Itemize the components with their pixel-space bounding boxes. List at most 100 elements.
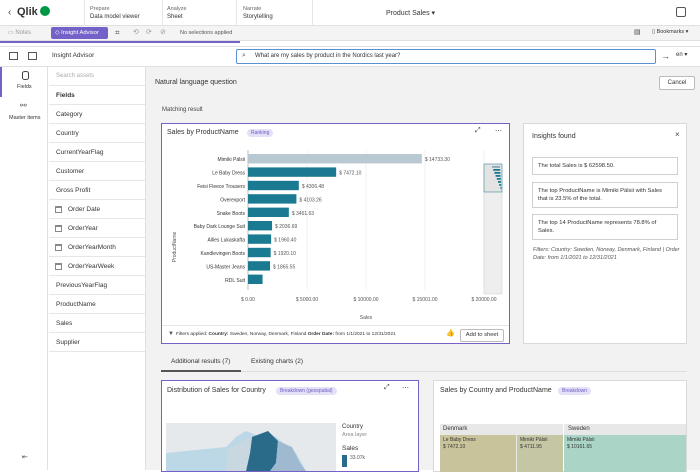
nav-narrate[interactable]: Narrate Storytelling [243, 6, 273, 20]
fields-header: Fields [49, 86, 145, 105]
data-label: $ 1920.10 [274, 251, 296, 257]
field-item-date[interactable]: Order Date [49, 200, 145, 219]
bookmarks-button[interactable]: ▯ Bookmarks ▾ [652, 29, 689, 35]
tab-existing-charts[interactable]: Existing charts (2) [251, 358, 304, 365]
calendar-icon [55, 206, 62, 213]
selections-status: No selections applied [180, 30, 233, 36]
master-items-tab[interactable]: ⚯ Master items [0, 98, 47, 128]
field-item-date[interactable]: OrderYearMonth [49, 238, 145, 257]
scrollbar-preview-bar [492, 166, 500, 168]
back-icon[interactable]: ‹ [8, 7, 12, 18]
field-item[interactable]: Country [49, 124, 145, 143]
category-label: Baby Dark Lounge Suit [194, 224, 246, 230]
chart-card[interactable]: Sales by ProductName Ranking ⤢ ⋯ Product… [161, 123, 510, 344]
collapse-icon[interactable]: ⇤ [22, 454, 28, 461]
map-view[interactable] [166, 423, 336, 471]
fields-panel: Search assets Fields Category Country Cu… [49, 67, 146, 470]
scrollbar-preview-bar [495, 175, 501, 177]
app-title[interactable]: Product Sales ▾ [386, 10, 436, 17]
scrollbar-preview-bar [493, 169, 501, 171]
field-item[interactable]: Category [49, 105, 145, 124]
treemap-group-label: Denmark [443, 426, 468, 432]
category-label: Overexport [220, 197, 245, 203]
map-shapes [166, 423, 336, 471]
legend-value: 33.07k [350, 455, 366, 461]
ia-title: Insight Advisor [52, 52, 95, 59]
field-item-date[interactable]: OrderYear [49, 219, 145, 238]
panel-toggle-icon[interactable] [9, 52, 18, 60]
ia-bar: Insight Advisor ⌕ What are my sales by p… [0, 47, 700, 67]
insight-item: The top 14 ProductName represents 78.8% … [532, 214, 678, 240]
search-icon: ⌕ [242, 52, 246, 59]
chart-title: Sales by ProductName [167, 129, 239, 136]
more-icon[interactable]: ⋯ [402, 385, 409, 392]
bar [248, 221, 273, 231]
chart-footer: ▼ Filters applied: Country: Sweden, Norw… [162, 325, 509, 344]
notes-button[interactable]: ▭ Notes [8, 30, 32, 36]
link-icon: ⚯ [20, 101, 27, 110]
insight-advisor-button[interactable]: ◇ Insight Advisor [51, 27, 108, 39]
treemap-cell[interactable]: Mimiki Pälsii $ 10161.65 [564, 435, 686, 472]
treemap-cell[interactable]: Le Baby Dress $ 7472.10 [440, 435, 516, 472]
nav-analyze[interactable]: Analyze Sheet [167, 6, 187, 20]
close-insights-icon[interactable]: × [675, 130, 680, 139]
field-item[interactable]: ProductName [49, 295, 145, 314]
panel-toggle-right-icon[interactable] [28, 52, 37, 60]
step-back-icon[interactable]: ⟲ [133, 29, 139, 36]
lasso-icon[interactable]: ⌗ [115, 28, 120, 37]
language-select[interactable]: en ▾ [676, 52, 688, 58]
tab-additional-results[interactable]: Additional results (7) [171, 358, 231, 365]
expand-icon[interactable]: ⤢ [384, 384, 390, 391]
calendar-icon [55, 263, 62, 270]
field-item[interactable]: Supplier [49, 333, 145, 352]
clear-selections-icon[interactable]: ⊘ [160, 29, 166, 36]
treemap-card[interactable]: Sales by Country and ProductName Breakdo… [433, 380, 687, 472]
insights-filters: Filters: Country: Sweden, Norway, Denmar… [533, 247, 680, 261]
print-icon[interactable]: ▤ [634, 29, 641, 36]
category-label: US-Master Jeans [206, 264, 245, 270]
category-label: Le Baby Dress [212, 171, 245, 177]
treemap-cell[interactable]: Mimiki Pälsii $ 4711.95 [517, 435, 563, 472]
query-input[interactable]: ⌕ What are my sales by product in the No… [236, 49, 670, 64]
expand-icon[interactable]: ⤢ [475, 127, 481, 134]
nav-prepare[interactable]: Prepare Data model viewer [90, 6, 140, 20]
matching-result-label: Matching result [162, 107, 203, 113]
more-icon[interactable]: ⋯ [495, 128, 502, 135]
chart-scrollbar-thumb[interactable] [483, 163, 503, 193]
filter-icon: ▼ [168, 331, 174, 337]
geo-card[interactable]: Distribution of Sales for Country Breakd… [161, 380, 419, 472]
scrollbar-preview-bar [498, 181, 501, 183]
tab-active-indicator [161, 370, 241, 372]
bar [248, 154, 422, 164]
submit-arrow-icon[interactable]: → [661, 51, 670, 61]
geo-card-title: Distribution of Sales for Country [167, 387, 266, 394]
cancel-button[interactable]: Cancel [659, 76, 695, 90]
qlik-logo[interactable]: Qlik [17, 6, 38, 18]
x-tick-label: $ 5000.00 [296, 297, 318, 303]
treemap-card-badge: Breakdown [558, 387, 592, 395]
treemap[interactable]: Denmark Le Baby Dress $ 7472.10 Mimiki Pä… [440, 424, 686, 472]
fields-tab[interactable]: Fields [0, 67, 47, 97]
results-tabs: Additional results (7) Existing charts (… [161, 352, 687, 372]
add-to-sheet-button[interactable]: Add to sheet [460, 329, 504, 342]
insight-item: The total Sales is $ 62598.50. [532, 157, 678, 175]
bar [248, 194, 297, 204]
x-tick-label: $ 10000.00 [353, 297, 378, 303]
step-forward-icon[interactable]: ⟳ [146, 29, 152, 36]
bookmark-icon: ▯ [652, 29, 656, 35]
data-label: $ 2036.69 [275, 224, 297, 230]
legend-swatch [342, 455, 347, 467]
field-item[interactable]: Customer [49, 162, 145, 181]
scrollbar-preview-bar [494, 172, 501, 174]
thumbs-up-icon[interactable]: 👍 [446, 330, 455, 337]
toolbar-underline [0, 41, 700, 47]
data-label: $ 1960.40 [274, 238, 296, 244]
notifications-icon[interactable] [676, 7, 686, 17]
field-item[interactable]: PreviousYearFlag [49, 276, 145, 295]
field-item[interactable]: CurrentYearFlag [49, 143, 145, 162]
field-item[interactable]: Sales [49, 314, 145, 333]
active-indicator [0, 41, 240, 43]
field-item[interactable]: Gross Profit [49, 181, 145, 200]
asset-search-input[interactable]: Search assets [49, 67, 145, 86]
field-item-date[interactable]: OrderYearWeek [49, 257, 145, 276]
